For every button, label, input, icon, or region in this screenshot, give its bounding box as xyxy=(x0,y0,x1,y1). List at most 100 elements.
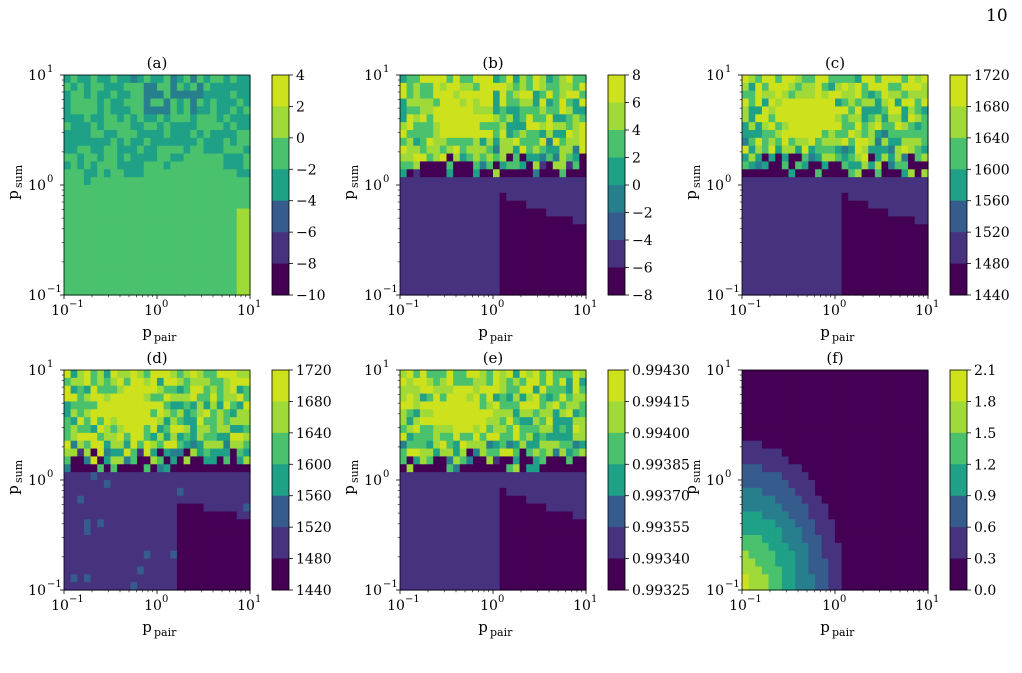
heatmap-cell xyxy=(223,106,231,115)
heatmap-cell xyxy=(459,495,468,505)
heatmap-cell xyxy=(795,574,803,583)
heatmap-cell xyxy=(123,464,132,473)
heatmap-cell xyxy=(210,208,218,218)
heatmap-cell xyxy=(742,247,750,257)
heatmap-cell xyxy=(755,90,763,100)
heatmap-cell xyxy=(835,130,843,139)
heatmap-cell xyxy=(532,169,541,178)
heatmap-cell xyxy=(506,448,514,458)
heatmap-cell xyxy=(526,255,534,265)
heatmap-cell xyxy=(888,169,896,178)
heatmap-cell xyxy=(539,200,547,210)
heatmap-cell xyxy=(486,208,494,218)
heatmap-cell xyxy=(815,247,823,257)
heatmap-cell xyxy=(413,370,421,379)
heatmap-cell xyxy=(406,208,414,218)
heatmap-cell xyxy=(110,192,118,202)
heatmap-cell xyxy=(163,401,171,410)
heatmap-cell xyxy=(821,582,829,591)
heatmap-cell xyxy=(183,161,191,170)
x-tick-label: 10 xyxy=(729,303,747,319)
heatmap-cell xyxy=(216,393,225,403)
heatmap-cell xyxy=(768,574,776,583)
heatmap-cell xyxy=(755,98,763,108)
heatmap-cell xyxy=(888,185,896,194)
heatmap-cell xyxy=(223,224,231,233)
heatmap-cell xyxy=(579,153,587,163)
heatmap-cell xyxy=(90,542,98,552)
heatmap-cell xyxy=(881,480,889,489)
heatmap-cell xyxy=(532,480,541,489)
heatmap-cell xyxy=(70,255,78,265)
heatmap-cell xyxy=(914,161,922,170)
heatmap-cell xyxy=(795,393,803,403)
heatmap-cell xyxy=(97,511,105,520)
heatmap-cell xyxy=(801,287,810,296)
heatmap-cell xyxy=(117,487,125,497)
heatmap-cell xyxy=(539,240,547,249)
heatmap-cell xyxy=(808,432,816,442)
heatmap-cell xyxy=(781,200,790,210)
heatmap-cell xyxy=(439,145,448,155)
heatmap-cell xyxy=(546,137,554,147)
heatmap-cell xyxy=(230,566,238,575)
heatmap-cell xyxy=(506,90,514,100)
heatmap-cell xyxy=(400,519,408,528)
heatmap-cell xyxy=(835,82,843,92)
heatmap-cell xyxy=(453,255,461,265)
heatmap-cell xyxy=(874,456,883,465)
heatmap-cell xyxy=(908,106,916,115)
heatmap-cell xyxy=(400,535,408,544)
heatmap-cell xyxy=(103,377,112,387)
heatmap-cell xyxy=(157,456,165,465)
heatmap-cell xyxy=(835,401,843,410)
heatmap-cell xyxy=(143,503,151,513)
heatmap-cell xyxy=(761,247,770,257)
panel-title: (e) xyxy=(483,349,504,367)
panel-c: 10 −110 −110 010 010 110 1 (c)p pairpsum17201680… xyxy=(682,54,1010,344)
heatmap-cell xyxy=(446,487,454,497)
heatmap-cell xyxy=(801,495,810,505)
heatmap-cell xyxy=(566,263,574,273)
heatmap-cell xyxy=(493,370,501,379)
heatmap-cell xyxy=(123,511,132,520)
heatmap-cell xyxy=(848,527,856,536)
heatmap-cell xyxy=(821,224,829,233)
heatmap-cell xyxy=(453,417,461,426)
heatmap-cell xyxy=(83,169,92,178)
heatmap-cell xyxy=(446,224,454,233)
heatmap-cell xyxy=(914,216,922,225)
heatmap-cell xyxy=(110,247,118,257)
heatmap-cell xyxy=(848,169,856,178)
heatmap-cell xyxy=(97,255,105,265)
heatmap-cell xyxy=(176,409,185,418)
heatmap-cell xyxy=(473,472,481,481)
heatmap-cell xyxy=(868,480,876,489)
heatmap-cell xyxy=(70,177,78,186)
heatmap-cell xyxy=(894,177,903,186)
heatmap-cell xyxy=(123,456,132,465)
heatmap-cell xyxy=(77,287,85,296)
heatmap-cell xyxy=(506,425,514,434)
heatmap-cell xyxy=(828,208,836,218)
heatmap-cell xyxy=(97,153,105,163)
heatmap-cell xyxy=(90,200,98,210)
heatmap-cell xyxy=(123,487,132,497)
heatmap-cell xyxy=(901,90,909,100)
heatmap-cell xyxy=(459,487,468,497)
heatmap-cell xyxy=(861,169,869,178)
heatmap-cell xyxy=(795,377,803,387)
heatmap-cell xyxy=(499,169,507,178)
heatmap-cell xyxy=(433,527,441,536)
heatmap-cell xyxy=(768,153,776,163)
heatmap-cell xyxy=(552,161,561,170)
heatmap-cell xyxy=(821,472,829,481)
heatmap-cell xyxy=(236,232,244,241)
heatmap-cell xyxy=(512,535,521,544)
heatmap-cell xyxy=(183,75,191,84)
heatmap-cell xyxy=(137,200,145,210)
x-tick-exponent: −1 xyxy=(405,299,420,310)
heatmap-cell xyxy=(761,263,770,273)
heatmap-cell xyxy=(512,255,521,265)
heatmap-cell xyxy=(512,574,521,583)
